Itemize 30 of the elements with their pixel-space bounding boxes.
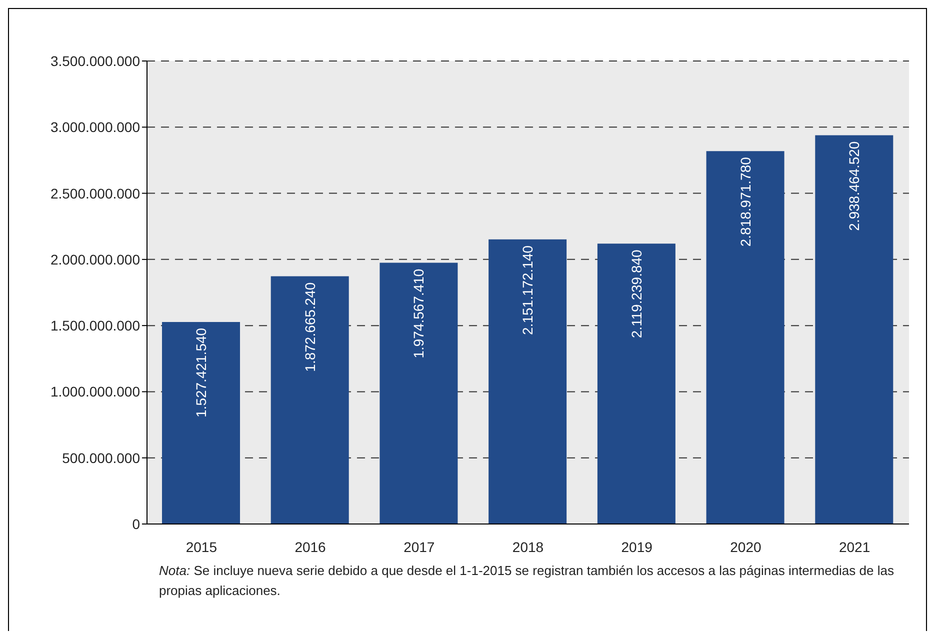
y-tick-label: 3.000.000.000 [50, 119, 140, 136]
x-tick-label: 2020 [730, 538, 762, 555]
data-label: 1.872.665.240 [302, 282, 318, 372]
data-label: 2.818.971.780 [737, 156, 754, 247]
bar [488, 239, 567, 524]
data-label: 1.527.421.540 [193, 328, 209, 418]
y-tick-label: 3.500.000.000 [50, 52, 140, 69]
bar [380, 262, 458, 524]
bar [597, 244, 676, 524]
x-tick-label: 2019 [621, 538, 653, 555]
x-tick-label: 2016 [294, 538, 326, 555]
x-tick-label: 2017 [404, 538, 435, 555]
bar [162, 322, 240, 524]
data-label: 2.151.172.140 [520, 245, 536, 335]
y-tick-label: 0 [132, 516, 140, 532]
bar [815, 135, 894, 524]
x-tick-label: 2015 [186, 538, 218, 555]
y-tick-label: 1.000.000.000 [50, 384, 140, 400]
bar [270, 276, 349, 524]
x-tick-label: 2021 [838, 538, 870, 555]
y-tick-label: 500.000.000 [62, 450, 140, 466]
y-tick-label: 2.000.000.000 [50, 251, 140, 268]
text: Nota: Se incluye nueva serie debido a que desde el 1-1-2015 se registran también los accesos a las páginas intermedias de las propias aplicaciones. [159, 563, 894, 598]
data-label: 1.974.567.410 [410, 268, 427, 358]
data-label: 2.119.239.840 [628, 249, 644, 338]
x-tick-label: 2018 [512, 538, 544, 555]
bar [706, 151, 784, 524]
y-tick-label: 2.500.000.000 [50, 185, 140, 202]
y-tick-label: 1.500.000.000 [50, 318, 140, 334]
data-label: 2.938.464.520 [846, 141, 862, 231]
